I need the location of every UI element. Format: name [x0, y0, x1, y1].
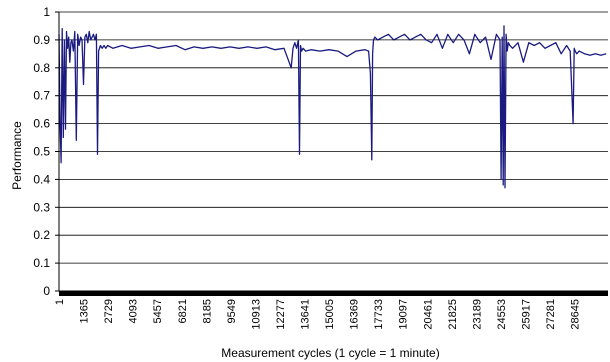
- y-tick-label: 0.7: [33, 89, 50, 103]
- x-tick-label: 27281: [545, 299, 557, 330]
- x-axis-tick-labels: 1 1365 2729 4093 5457 6821 8185 9549 10913 12277 1…: [54, 291, 608, 330]
- performance-series: [58, 25, 607, 189]
- x-tick-label: 21825: [447, 299, 459, 330]
- x-tick-label: 9549: [226, 299, 238, 323]
- x-tick-label: 12277: [275, 299, 287, 330]
- x-tick-label: 10913: [250, 299, 262, 330]
- x-tick-label: 28645: [570, 299, 582, 330]
- y-tick-label: 0.4: [33, 172, 50, 186]
- x-tick-label: 13641: [300, 299, 312, 330]
- x-tick-label: 2729: [103, 299, 115, 323]
- x-tick-label: 19097: [398, 299, 410, 330]
- y-axis-title: Performance: [10, 121, 24, 190]
- x-tick-label: 16369: [349, 299, 361, 330]
- y-tick-label: 0.1: [33, 256, 50, 270]
- y-tick-label: 0.2: [33, 228, 50, 242]
- y-tick-label: 1: [43, 5, 50, 19]
- y-tick-label: 0.5: [33, 145, 50, 159]
- x-tick-label: 8185: [201, 299, 213, 323]
- x-tick-label: 4093: [128, 299, 140, 323]
- x-tick-label: 15005: [324, 299, 336, 330]
- y-tick-label: 0.8: [33, 61, 50, 75]
- x-tick-label: 17733: [373, 299, 385, 330]
- x-axis-tick-band: [59, 291, 608, 296]
- x-tick-label: 1: [54, 299, 66, 305]
- y-axis-tick-labels: 0 0.1 0.2 0.3 0.4 0.5 0.6 0.7 0.8 0.9 1: [33, 5, 59, 298]
- performance-line: [58, 25, 607, 189]
- y-tick-label: 0.6: [33, 117, 50, 131]
- x-axis-title: Measurement cycles (1 cycle = 1 minute): [221, 346, 439, 360]
- x-tick-label: 5457: [152, 299, 164, 323]
- x-tick-label: 20461: [422, 299, 434, 330]
- y-tick-label: 0.9: [33, 33, 50, 47]
- x-tick-label: 6821: [177, 299, 189, 323]
- x-tick-label: 1365: [79, 299, 91, 323]
- y-tick-label: 0: [43, 284, 50, 298]
- x-tick-label: 25917: [521, 299, 533, 330]
- x-tick-label: 23189: [471, 299, 483, 330]
- y-tick-label: 0.3: [33, 200, 50, 214]
- gridlines: [59, 11, 608, 264]
- x-tick-label: 24553: [496, 299, 508, 330]
